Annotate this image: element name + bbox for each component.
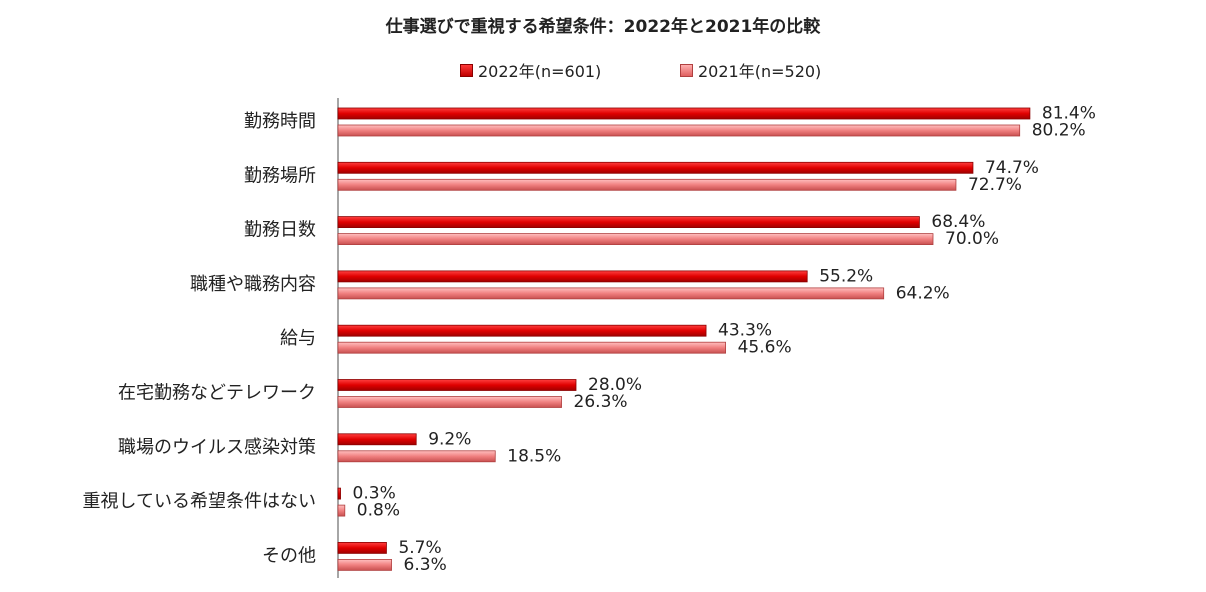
data-label-2021: 18.5% bbox=[507, 446, 561, 466]
bar-2021 bbox=[337, 233, 934, 246]
category-label: 勤務場所 bbox=[244, 165, 316, 186]
bar-2022 bbox=[337, 379, 577, 391]
bar-2022 bbox=[337, 324, 707, 337]
legend-swatch-2022 bbox=[460, 63, 473, 77]
bar-2022 bbox=[337, 270, 808, 283]
bars-layer bbox=[337, 107, 1031, 571]
data-label-2022: 68.4% bbox=[931, 212, 985, 232]
category-label: 給与 bbox=[280, 328, 316, 349]
legend-label-2021: 2021年(n=520) bbox=[698, 62, 822, 81]
bar-2022 bbox=[337, 107, 1031, 120]
bar-2021 bbox=[337, 287, 885, 300]
legend-label-2022: 2022年(n=601) bbox=[478, 62, 602, 81]
category-label: その他 bbox=[262, 545, 316, 566]
data-label-2022: 9.2% bbox=[428, 429, 471, 449]
bar-2021 bbox=[337, 341, 727, 354]
category-label: 勤務時間 bbox=[244, 111, 316, 132]
data-label-2021: 26.3% bbox=[574, 392, 628, 412]
data-label-2022: 0.3% bbox=[353, 484, 396, 504]
chart-title: 仕事選びで重視する希望条件：2022年と2021年の比較 bbox=[385, 17, 821, 37]
bar-2022 bbox=[337, 216, 920, 229]
category-label: 職場のウイルス感染対策 bbox=[118, 437, 316, 458]
category-label: 在宅勤務などテレワーク bbox=[118, 383, 316, 404]
bar-2022 bbox=[337, 161, 974, 174]
bar-2022 bbox=[337, 487, 341, 500]
data-label-2022: 55.2% bbox=[819, 266, 873, 286]
data-label-2021: 0.8% bbox=[357, 501, 400, 521]
legend-item-2021: 2021年(n=520) bbox=[680, 58, 821, 82]
bar-2022 bbox=[337, 542, 387, 554]
labels-layer: 勤務時間 81.4%80.2% 勤務場所 74.7%72.7% 勤務日数 68.4%70.… bbox=[83, 104, 1096, 575]
bar-2021 bbox=[337, 178, 957, 191]
data-label-2021: 72.7% bbox=[968, 175, 1022, 195]
legend-item-2022: 2022年(n=601) bbox=[460, 58, 601, 82]
data-label-2021: 6.3% bbox=[404, 555, 447, 575]
data-label-2022: 5.7% bbox=[398, 538, 441, 558]
data-label-2021: 70.0% bbox=[945, 229, 999, 249]
data-label-2022: 81.4% bbox=[1042, 104, 1096, 124]
category-label: 職種や職務内容 bbox=[190, 274, 316, 295]
bar-2021 bbox=[337, 504, 346, 517]
category-label: 勤務日数 bbox=[244, 220, 316, 241]
bar-2021 bbox=[337, 396, 562, 408]
data-label-2021: 64.2% bbox=[896, 283, 950, 303]
bar-2021 bbox=[337, 450, 496, 463]
bar-2021 bbox=[337, 559, 392, 571]
category-label: 重視している希望条件はない bbox=[83, 491, 316, 512]
data-label-2021: 80.2% bbox=[1032, 121, 1086, 141]
data-label-2022: 28.0% bbox=[588, 375, 642, 395]
bar-2022 bbox=[337, 433, 417, 446]
data-label-2022: 43.3% bbox=[718, 321, 772, 341]
legend-swatch-2021 bbox=[680, 63, 693, 77]
bar-2021 bbox=[337, 124, 1021, 137]
data-label-2022: 74.7% bbox=[985, 158, 1039, 178]
data-label-2021: 45.6% bbox=[738, 338, 792, 358]
